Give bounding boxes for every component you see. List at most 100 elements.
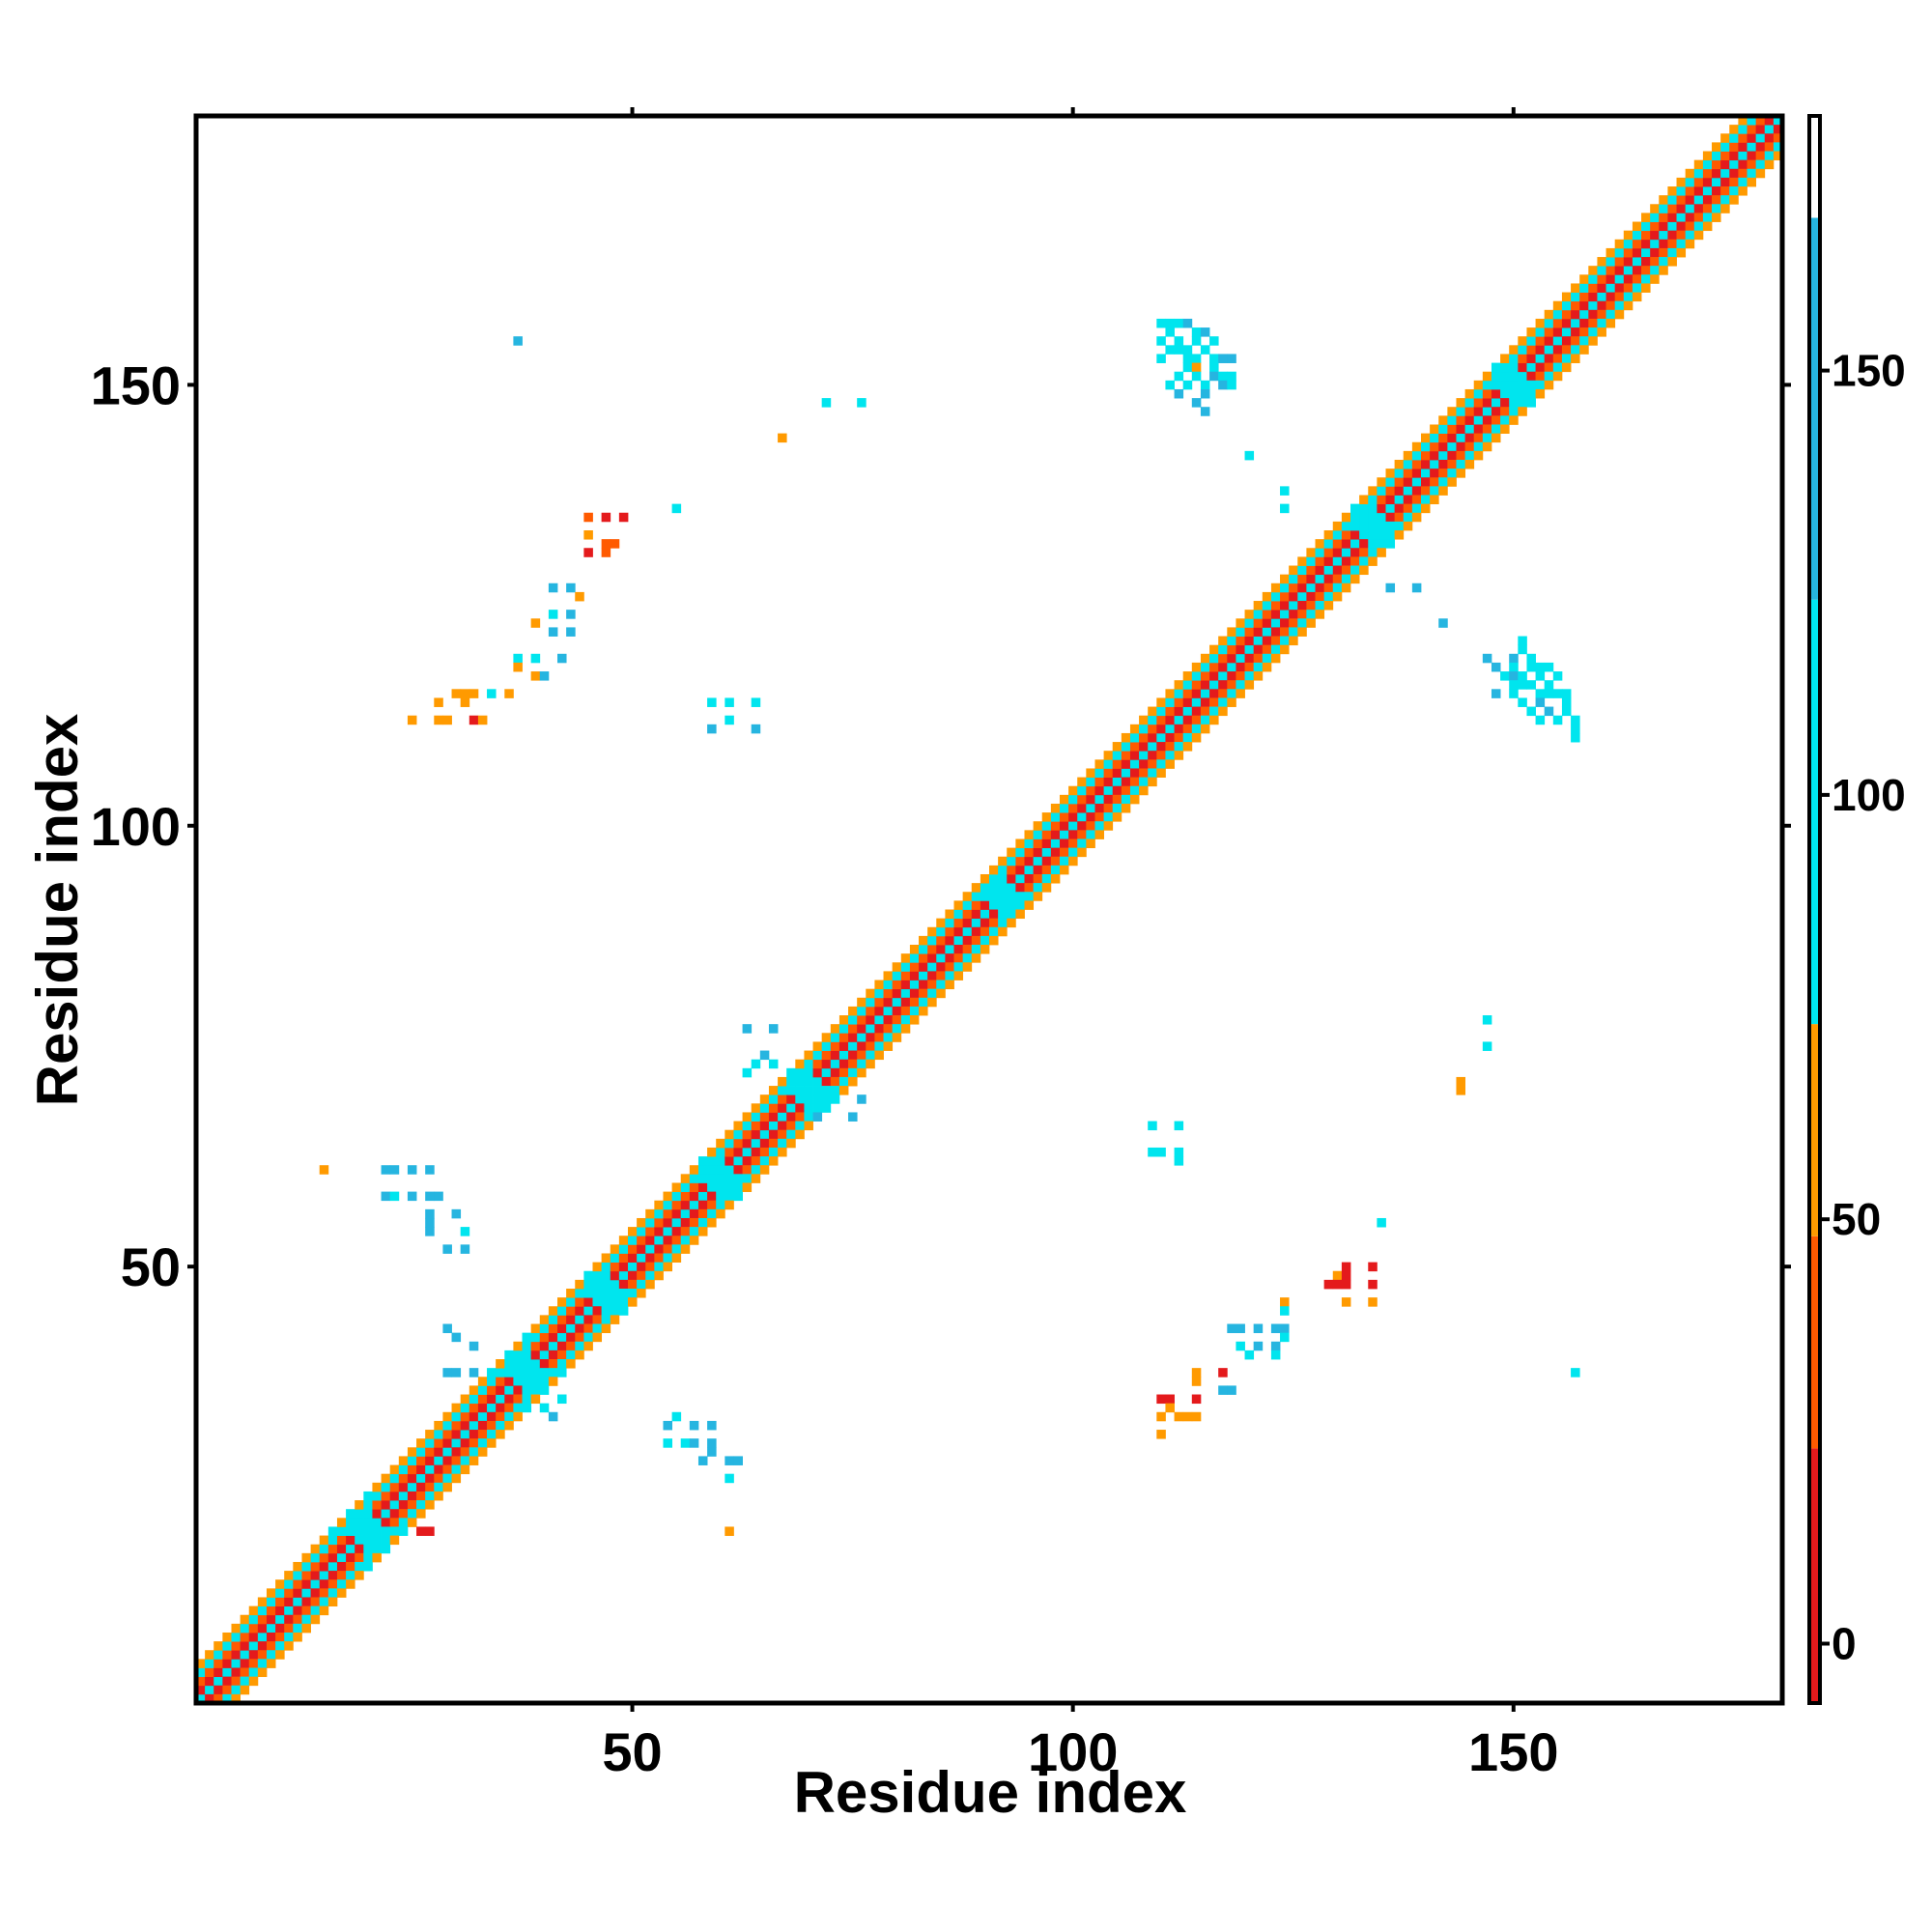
heatmap-cell [883,1041,894,1051]
heatmap-cell [1764,142,1775,152]
heatmap-cell [1236,653,1245,664]
heatmap-cell [733,1165,743,1175]
heatmap-cell [1103,821,1114,831]
heatmap-cell [434,1491,443,1501]
heatmap-cell [971,945,981,954]
heatmap-cell [1667,247,1677,258]
heatmap-cell [1526,653,1536,664]
heatmap-cell [1209,689,1219,698]
heatmap-cell [1200,715,1210,725]
heatmap-cell [469,689,479,698]
heatmap-cell [1121,759,1131,769]
heatmap-cell [627,1244,638,1254]
heatmap-cell [513,1403,523,1413]
heatmap-cell [1676,239,1687,249]
heatmap-cell [733,1138,743,1149]
heatmap-cell [909,945,920,954]
heatmap-cell [1712,195,1721,205]
heatmap-cell [1253,601,1264,611]
heatmap-cell [425,1464,435,1475]
heatmap-cell [398,1464,409,1475]
heatmap-cell [654,1200,664,1210]
heatmap-cell [530,618,541,628]
heatmap-cell [989,900,999,910]
heatmap-cell [848,1015,858,1025]
heatmap-cell [1270,1341,1281,1351]
heatmap-cell [1332,530,1343,540]
heatmap-cell [866,988,875,999]
heatmap-cell [759,1103,770,1113]
heatmap-cell [1306,582,1316,593]
heatmap-cell [900,997,911,1008]
heatmap-cell [980,935,990,946]
heatmap-cell [1747,142,1757,152]
heatmap-cell [671,1182,682,1192]
heatmap-cell [778,1129,787,1140]
heatmap-cell [645,1208,655,1219]
heatmap-cell [434,697,443,707]
heatmap-cell [919,988,928,999]
heatmap-cell [1350,565,1360,576]
heatmap-cell [1094,785,1104,796]
heatmap-cell [1720,204,1730,213]
heatmap-cell [1015,865,1025,875]
heatmap-cell [407,1165,417,1175]
heatmap-cell [1068,803,1078,813]
heatmap-cell [213,1650,223,1660]
heatmap-cell [522,1359,532,1369]
heatmap-cell [1464,398,1475,408]
heatmap-cell [1121,794,1131,805]
heatmap-cell [1659,239,1668,249]
heatmap-cell [1068,838,1078,849]
heatmap-cell [248,1614,259,1625]
heatmap-cell [389,1464,400,1475]
heatmap-cell [724,1156,734,1166]
heatmap-cell [1368,1297,1378,1307]
heatmap-cell [1385,486,1396,496]
heatmap-cell [1165,715,1175,725]
heatmap-cell [838,1024,849,1034]
heatmap-cell [1050,873,1061,884]
heatmap-cell [310,1544,321,1554]
heatmap-cell [583,512,593,523]
heatmap-cell [1632,257,1642,267]
heatmap-cell [998,892,1008,901]
heatmap-cell [1068,821,1078,831]
heatmap-cell [637,1270,646,1281]
heatmap-cell [1227,627,1236,637]
heatmap-cell [1394,503,1405,514]
heatmap-cell [389,1535,400,1546]
heatmap-cell [363,1526,373,1536]
heatmap-cell [257,1641,268,1651]
heatmap-cell [1385,521,1396,531]
x-axis-title: Residue index [794,1760,1187,1825]
heatmap-cell [1280,591,1290,602]
heatmap-cell [1403,477,1413,487]
heatmap-cell [407,1509,417,1519]
heatmap-cell [962,918,973,928]
heatmap-cell [1077,830,1087,839]
heatmap-cell [1227,380,1236,390]
heatmap-cell [680,1227,691,1236]
heatmap-cell [1182,671,1193,681]
heatmap-cell [539,1403,550,1413]
heatmap-cell [248,1605,259,1616]
heatmap-cell [1165,345,1175,355]
heatmap-cell [1385,503,1396,514]
heatmap-cell [909,980,920,990]
heatmap-cell [1456,433,1465,443]
heatmap-cell [1244,644,1255,655]
heatmap-cell [1720,159,1730,170]
heatmap-cell [425,1526,435,1536]
heatmap-cell [1041,821,1052,831]
heatmap-cell [1659,266,1668,275]
heatmap-cell [1297,618,1307,628]
heatmap-cell [381,1482,391,1492]
heatmap-cell [442,1430,452,1439]
heatmap-cell [442,1323,452,1334]
heatmap-cell [1571,1368,1580,1378]
heatmap-cell [821,1094,832,1104]
heatmap-cell [618,512,629,523]
heatmap-cell [275,1641,285,1651]
heatmap-cell [716,1165,725,1175]
